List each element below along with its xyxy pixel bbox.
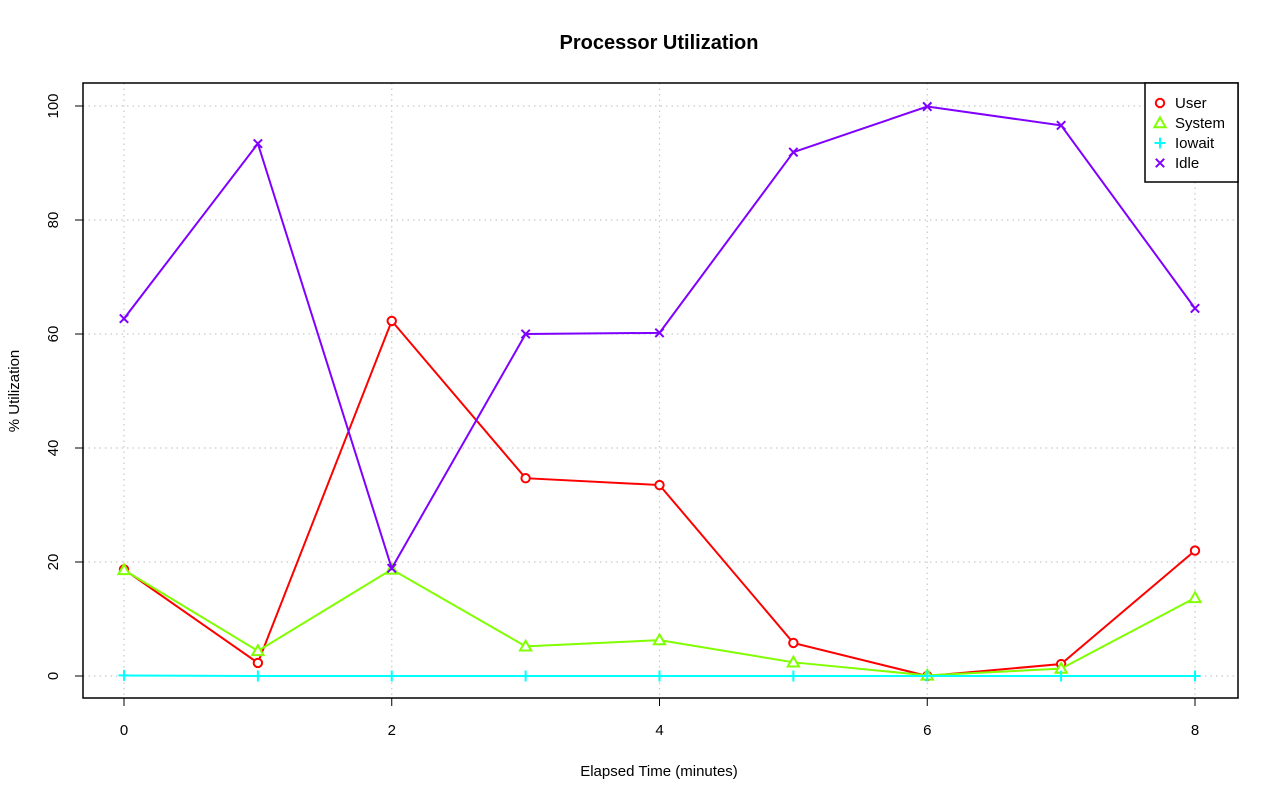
legend-label-idle: Idle (1175, 155, 1199, 172)
series-idle (119, 101, 1200, 574)
data-point-idle (1190, 303, 1200, 314)
legend-marker-idle (1155, 158, 1165, 168)
x-tick-label: 6 (923, 722, 931, 739)
legend-marker-user (1154, 97, 1166, 109)
x-tick-label: 4 (655, 722, 663, 739)
series-layer (116, 101, 1203, 682)
legend-label-user: User (1175, 95, 1207, 112)
data-point-idle (119, 313, 129, 324)
data-point-system (1187, 590, 1203, 604)
data-point-user (654, 479, 665, 491)
data-point-iowait (654, 670, 665, 682)
data-point-iowait (1189, 670, 1201, 682)
data-point-idle (252, 138, 263, 149)
data-point-user (386, 315, 397, 327)
y-tick-label: 20 (45, 554, 62, 571)
series-system (116, 561, 1203, 681)
legend-label-system: System (1175, 115, 1225, 132)
data-point-system (652, 632, 667, 646)
y-tick-label: 0 (45, 672, 62, 680)
x-axis-label: Elapsed Time (minutes) (580, 763, 738, 780)
data-point-system (786, 654, 801, 668)
data-point-idle (788, 147, 799, 158)
data-point-iowait (118, 669, 130, 681)
plot-frame (82, 82, 1239, 699)
legend-marker-system (1152, 115, 1168, 129)
grid-lines (83, 83, 1238, 698)
y-tick-label: 40 (45, 440, 62, 457)
data-point-iowait (921, 670, 933, 682)
data-point-idle (1056, 120, 1067, 131)
x-tick-label: 2 (388, 722, 396, 739)
data-point-idle (654, 327, 665, 338)
data-point-user (520, 473, 531, 484)
y-axis-label: % Utilization (6, 350, 23, 433)
data-point-idle (386, 563, 397, 574)
series-user (118, 315, 1201, 682)
y-tick-label: 100 (45, 93, 62, 118)
data-point-user (252, 657, 264, 669)
data-point-iowait (520, 670, 532, 682)
data-point-idle (922, 101, 933, 112)
data-point-iowait (252, 670, 264, 682)
y-tick-label: 80 (45, 212, 62, 229)
data-point-iowait (787, 670, 799, 682)
data-point-system (518, 638, 533, 652)
legend-marker-iowait (1154, 137, 1166, 149)
data-point-idle (520, 329, 531, 339)
chart-title: Processor Utilization (560, 32, 759, 54)
data-point-iowait (386, 670, 398, 682)
data-point-user (788, 637, 799, 649)
data-point-user (1189, 545, 1201, 556)
data-point-system (116, 562, 132, 576)
series-iowait (118, 669, 1201, 682)
data-point-system (250, 643, 266, 657)
x-tick-label: 8 (1191, 722, 1199, 739)
legend-label-iowait: Iowait (1175, 135, 1215, 152)
legend: User System Iowait Idle (1144, 82, 1239, 183)
y-tick-label: 60 (45, 326, 62, 343)
data-point-iowait (1055, 670, 1067, 682)
x-tick-label: 0 (120, 722, 128, 739)
